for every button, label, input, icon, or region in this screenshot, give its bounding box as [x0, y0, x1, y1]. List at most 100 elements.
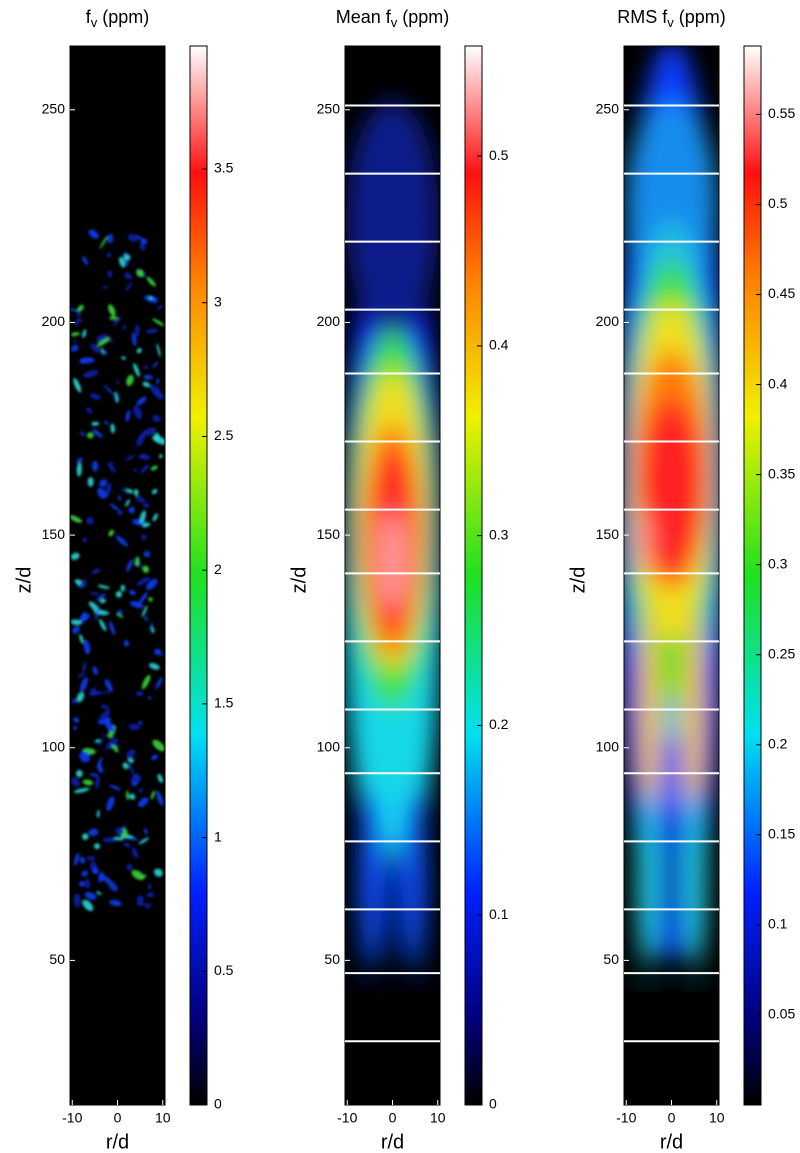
title-main: Mean f [336, 7, 392, 27]
field-blob [152, 360, 159, 369]
field-blob [73, 725, 77, 731]
field-blob [86, 432, 94, 439]
colorbar [189, 45, 208, 1106]
field-blob [99, 619, 107, 632]
field-blob [141, 427, 157, 436]
field-blob [127, 233, 139, 242]
field-blob [76, 769, 83, 778]
colorbar-tick-label: 0 [214, 1096, 222, 1112]
field-blob [125, 790, 129, 801]
field-blob [358, 790, 383, 970]
y-axis-label: z/d [567, 567, 589, 594]
field-blob [74, 319, 80, 326]
field-blob [146, 276, 156, 287]
field-blob [156, 790, 164, 806]
field-blob [73, 339, 77, 343]
field-blob [95, 775, 101, 790]
field-blob [99, 709, 111, 722]
x-tick-label: 0 [668, 1110, 676, 1126]
field-blob [106, 252, 112, 258]
field-blob [125, 410, 131, 422]
colorbar-tick-label: 0.15 [768, 826, 795, 842]
field-blob [120, 488, 128, 493]
field-blob [148, 663, 160, 670]
field-blob [120, 584, 126, 592]
field-blob [116, 613, 124, 618]
field-blob [152, 318, 165, 327]
field-blob [97, 584, 110, 589]
field-blob [152, 414, 161, 423]
field-blob [103, 384, 115, 396]
y-tick-label: 250 [42, 100, 66, 116]
field-blob [114, 391, 119, 404]
field-blob [151, 296, 158, 304]
field-blob [106, 796, 115, 811]
colorbar-tick-label: 0.05 [768, 1006, 795, 1022]
field-detail [70, 229, 165, 912]
field-blob [131, 870, 145, 880]
field-blob [132, 468, 138, 473]
field-blob [135, 235, 145, 241]
colorbar-tick-label: 2 [214, 561, 222, 577]
field-blob [631, 510, 652, 570]
field-blob [121, 356, 126, 360]
field-blob [99, 235, 108, 249]
field-blob [70, 552, 80, 560]
field-blob [112, 316, 122, 326]
title-rest: (ppm) [402, 7, 449, 27]
field-blob [86, 516, 94, 525]
colorbar-tick-label: 0.35 [768, 465, 795, 481]
field-blob [109, 899, 122, 907]
title-sub: v [667, 15, 674, 30]
field-blob [142, 381, 151, 388]
title-sub: v [91, 15, 98, 30]
field-blob [125, 281, 133, 292]
field-blob [108, 529, 114, 537]
field-blob [103, 349, 108, 355]
colorbar-tick-label: 2.5 [214, 427, 234, 443]
field-blob [73, 852, 80, 866]
y-tick-label: 50 [603, 951, 619, 967]
field-blob [79, 856, 86, 864]
field-blob [140, 464, 150, 474]
field-blob [96, 809, 100, 818]
field-blob [110, 423, 115, 434]
y-tick-label: 200 [596, 313, 620, 329]
colorbar-tick-label: 1.5 [214, 695, 234, 711]
field-blob [138, 837, 149, 845]
field-blob [109, 316, 118, 320]
field-blob [82, 661, 86, 672]
y-tick-label: 250 [596, 100, 620, 116]
title-main: RMS f [617, 7, 668, 27]
field-blob [83, 639, 91, 655]
field-blob [117, 610, 123, 615]
field-blob [82, 329, 87, 338]
y-tick-label: 50 [49, 951, 65, 967]
field-blob [150, 754, 158, 761]
field-blob [109, 503, 120, 512]
field-blob [107, 462, 116, 473]
field-blob [88, 229, 99, 239]
title-rest: (ppm) [102, 7, 149, 27]
field-blob [122, 324, 126, 331]
chart-title: fv (ppm) [86, 7, 150, 31]
colorbar-tick-label: 0.1 [489, 906, 509, 922]
field-blob [128, 723, 141, 731]
field-blob [152, 435, 165, 445]
field-blob [139, 510, 147, 524]
field-blob [109, 784, 121, 791]
field-blob [128, 763, 135, 776]
field-blob [124, 455, 136, 461]
x-axis-label: r/d [381, 1131, 404, 1153]
field-blob [136, 432, 145, 447]
field-blob [84, 878, 91, 889]
field-blob [79, 431, 85, 437]
colorbar-tick-label: 0.55 [768, 105, 795, 121]
field-blob [88, 691, 103, 696]
colorbar-tick-label: 3.5 [214, 160, 234, 176]
colorbar-tick-label: 0.5 [214, 962, 234, 978]
field-blob [79, 357, 95, 364]
field-blob [135, 690, 144, 697]
field-blob [96, 891, 102, 896]
field-blob [82, 779, 94, 786]
